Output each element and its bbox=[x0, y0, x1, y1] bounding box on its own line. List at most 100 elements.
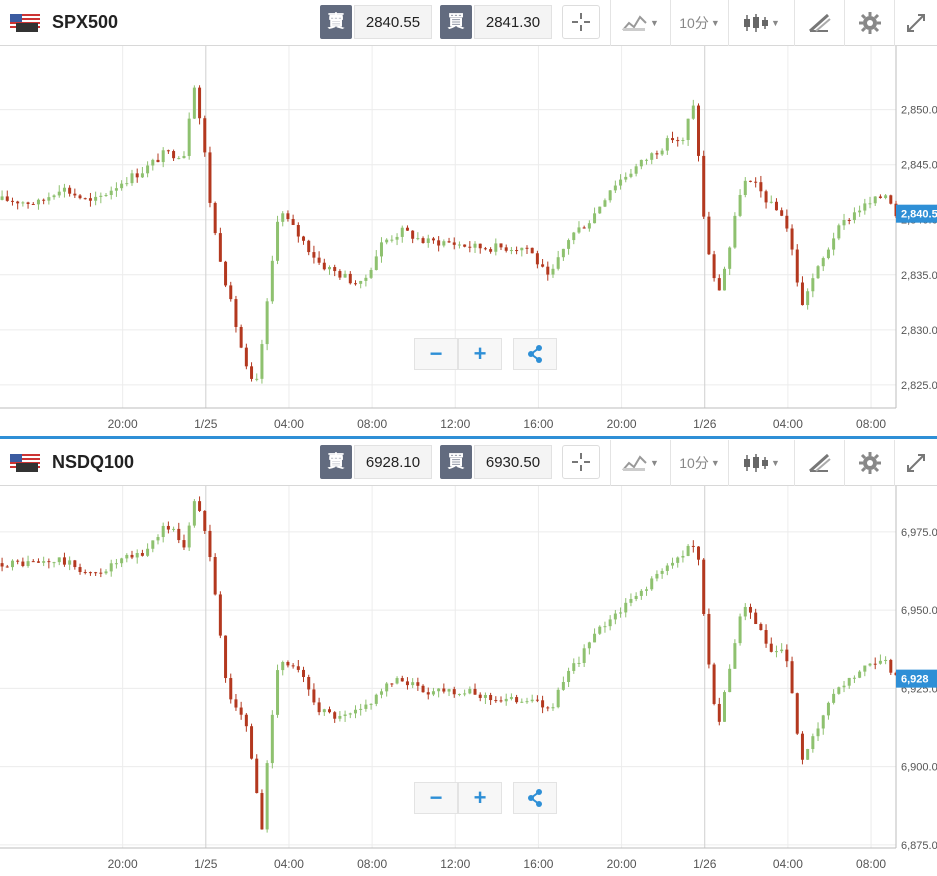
candlestick-icon[interactable]: ▼ bbox=[728, 440, 794, 486]
gear-icon[interactable] bbox=[844, 440, 894, 486]
x-tick-label: 1/25 bbox=[194, 417, 218, 431]
candle-body bbox=[509, 250, 513, 252]
candle-body bbox=[790, 661, 794, 694]
candle-body bbox=[120, 558, 124, 564]
zoom-in-button[interactable]: + bbox=[458, 338, 502, 370]
candle-body bbox=[483, 694, 487, 698]
buy-button[interactable]: 買 bbox=[440, 5, 472, 39]
x-tick-label: 08:00 bbox=[357, 857, 387, 871]
candle-body bbox=[177, 158, 181, 160]
candle-body bbox=[795, 693, 799, 734]
candle-body bbox=[10, 560, 14, 568]
candle-body bbox=[114, 563, 118, 565]
candle-body bbox=[5, 566, 9, 568]
candle-body bbox=[655, 153, 659, 155]
candle-body bbox=[681, 140, 685, 142]
candle-body bbox=[780, 649, 784, 652]
candle-body bbox=[42, 561, 46, 563]
candle-body bbox=[21, 561, 25, 566]
crosshair-icon[interactable] bbox=[562, 445, 600, 479]
candlestick-chart-nsdq100[interactable]: 6,875.06,900.06,925.06,950.06,975.020:00… bbox=[0, 486, 937, 876]
candle-body bbox=[795, 249, 799, 283]
zoom-out-button[interactable]: − bbox=[414, 338, 458, 370]
candle-body bbox=[587, 223, 591, 229]
candle-body bbox=[551, 707, 555, 709]
candle-body bbox=[769, 643, 773, 652]
candle-body bbox=[333, 712, 337, 719]
candle-body bbox=[468, 246, 472, 248]
candle-body bbox=[504, 698, 508, 702]
candle-body bbox=[312, 252, 316, 258]
sell-button[interactable]: 賣 bbox=[320, 445, 352, 479]
instrument-symbol[interactable]: NSDQ100 bbox=[52, 452, 135, 472]
candle-body bbox=[598, 626, 602, 634]
candle-body bbox=[385, 239, 389, 243]
candle-body bbox=[873, 663, 877, 665]
draw-icon[interactable] bbox=[794, 440, 844, 486]
candle-body bbox=[369, 703, 373, 705]
instrument-symbol[interactable]: SPX500 bbox=[52, 12, 119, 32]
chart-type-icon[interactable]: ▼ bbox=[610, 440, 670, 486]
y-tick-label: 2,845.0 bbox=[901, 160, 937, 172]
chart-type-icon[interactable]: ▼ bbox=[610, 0, 670, 46]
candle-body bbox=[837, 225, 841, 239]
zoom-out-button[interactable]: − bbox=[414, 782, 458, 814]
panel-divider bbox=[0, 436, 937, 439]
x-tick-label: 04:00 bbox=[773, 417, 803, 431]
buy-button[interactable]: 買 bbox=[440, 445, 472, 479]
candle-body bbox=[36, 561, 40, 563]
candle-body bbox=[364, 277, 368, 281]
gear-icon[interactable] bbox=[844, 0, 894, 46]
timeframe-dropdown[interactable]: 10分 ▼ bbox=[670, 0, 728, 46]
candle-body bbox=[541, 700, 545, 708]
candle-body bbox=[411, 230, 415, 239]
candle-body bbox=[364, 704, 368, 709]
candle-body bbox=[702, 155, 706, 217]
x-tick-label: 08:00 bbox=[357, 417, 387, 431]
candle-body bbox=[457, 244, 461, 246]
expand-icon[interactable] bbox=[894, 440, 937, 486]
candle-body bbox=[686, 545, 690, 556]
candle-body bbox=[738, 195, 742, 216]
candle-body bbox=[109, 190, 113, 195]
sell-button[interactable]: 賣 bbox=[320, 5, 352, 39]
candle-body bbox=[68, 560, 72, 565]
buy-price[interactable]: 2841.30 bbox=[474, 5, 552, 39]
draw-icon[interactable] bbox=[794, 0, 844, 46]
candlestick-chart-spx500[interactable]: 2,825.02,830.02,835.02,840.02,845.02,850… bbox=[0, 46, 937, 436]
candle-body bbox=[811, 736, 815, 750]
timeframe-dropdown[interactable]: 10分 ▼ bbox=[670, 440, 728, 486]
candle-body bbox=[889, 195, 893, 204]
x-tick-label: 16:00 bbox=[523, 417, 553, 431]
share-icon[interactable] bbox=[513, 782, 557, 814]
candle-body bbox=[884, 195, 888, 199]
crosshair-icon[interactable] bbox=[562, 5, 600, 39]
sell-price[interactable]: 6928.10 bbox=[354, 445, 432, 479]
sell-price[interactable]: 2840.55 bbox=[354, 5, 432, 39]
candle-body bbox=[442, 241, 446, 246]
candle-body bbox=[229, 285, 233, 300]
expand-icon[interactable] bbox=[894, 0, 937, 46]
candle-body bbox=[5, 196, 9, 201]
candle-body bbox=[192, 501, 196, 526]
candle-body bbox=[198, 87, 202, 119]
candle-body bbox=[405, 227, 409, 231]
candle-body bbox=[322, 262, 326, 270]
buy-price[interactable]: 6930.50 bbox=[474, 445, 552, 479]
candle-body bbox=[587, 642, 591, 649]
candle-body bbox=[177, 528, 181, 541]
candle-body bbox=[650, 578, 654, 590]
zoom-in-button[interactable]: + bbox=[458, 782, 502, 814]
candle-body bbox=[338, 271, 342, 278]
candlestick-icon[interactable]: ▼ bbox=[728, 0, 794, 46]
candle-body bbox=[250, 366, 254, 379]
share-icon[interactable] bbox=[513, 338, 557, 370]
candle-body bbox=[21, 202, 25, 204]
candle-body bbox=[515, 250, 519, 252]
candle-body bbox=[525, 701, 529, 703]
candle-body bbox=[541, 264, 545, 267]
candle-body bbox=[629, 599, 633, 603]
candle-body bbox=[759, 624, 763, 631]
candle-body bbox=[572, 232, 576, 241]
candle-body bbox=[270, 714, 274, 764]
